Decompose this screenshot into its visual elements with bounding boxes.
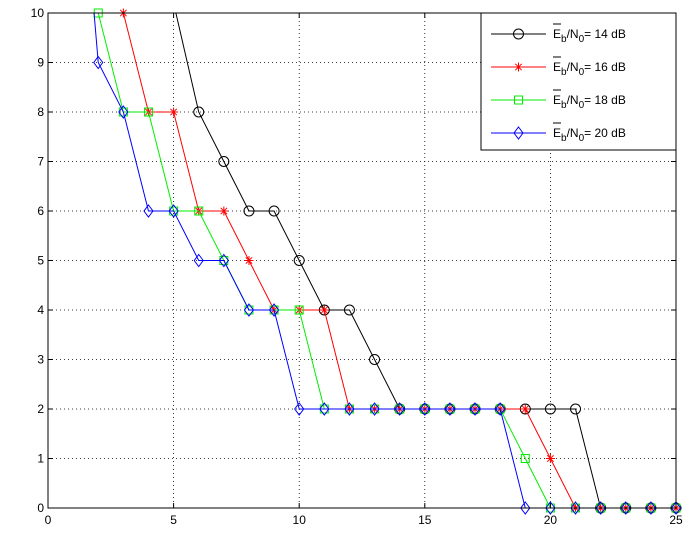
series-lines xyxy=(93,8,682,515)
data-point xyxy=(419,402,430,416)
y-tick-label: 4 xyxy=(37,303,44,317)
legend-entry: Eb/N0= 18 dB xyxy=(491,89,626,111)
data-point xyxy=(570,403,582,415)
data-point xyxy=(193,106,205,118)
data-point xyxy=(645,501,657,515)
data-point xyxy=(319,305,329,315)
y-tick-label: 9 xyxy=(37,56,44,70)
x-tick-label: 10 xyxy=(293,513,307,527)
data-point xyxy=(219,206,229,216)
y-tick-label: 10 xyxy=(31,6,45,20)
data-point xyxy=(444,402,456,416)
data-point xyxy=(545,454,555,463)
legend-label: Eb/N0= 20 dB xyxy=(553,126,626,144)
y-tick-label: 7 xyxy=(37,155,44,169)
series-line xyxy=(93,13,676,508)
y-tick-label: 1 xyxy=(37,452,44,466)
y-tick-label: 2 xyxy=(37,402,44,416)
y-tick-label: 6 xyxy=(37,204,44,218)
data-point xyxy=(143,204,154,218)
x-tick-label: 25 xyxy=(669,513,683,527)
y-tick-label: 3 xyxy=(37,353,44,367)
data-point xyxy=(620,501,631,515)
data-point xyxy=(670,501,682,515)
data-point xyxy=(319,402,330,416)
x-tick-label: 15 xyxy=(418,513,432,527)
data-point xyxy=(268,205,280,217)
data-point xyxy=(344,402,355,416)
data-point xyxy=(514,62,523,72)
data-point xyxy=(218,253,229,268)
legend-label: Eb/N0= 18 dB xyxy=(553,93,626,111)
data-point xyxy=(469,402,481,416)
data-point xyxy=(218,156,230,167)
data-point xyxy=(520,404,530,414)
x-tick-label: 5 xyxy=(170,513,177,527)
data-point xyxy=(143,107,153,117)
data-point xyxy=(268,303,280,317)
legend-label: Eb/N0= 14 dB xyxy=(553,27,626,45)
legend-entry: Eb/N0= 14 dB xyxy=(491,23,626,45)
data-point xyxy=(595,501,606,515)
data-point xyxy=(513,28,524,40)
data-point xyxy=(169,107,179,117)
data-point xyxy=(520,454,530,463)
data-point xyxy=(343,304,355,316)
legend-label: Eb/N0= 16 dB xyxy=(553,60,626,78)
series xyxy=(93,13,676,508)
axes: 0 5 10 15 20 25 0 1 2 3 4 5 6 7 8 9 10 xyxy=(31,6,683,527)
y-tick-label: 0 xyxy=(37,501,44,515)
data-point xyxy=(495,402,506,416)
series-markers xyxy=(93,55,682,515)
legend-entry: Eb/N0= 16 dB xyxy=(491,56,626,78)
data-point xyxy=(294,402,305,416)
data-point xyxy=(194,206,204,216)
legend: Eb/N0= 14 dB Eb/N0= 16 dB Eb/N0= 18 dB Eb/N… xyxy=(480,12,677,151)
data-point xyxy=(244,256,254,265)
data-point xyxy=(514,95,523,105)
data-point xyxy=(369,402,380,416)
data-point xyxy=(243,205,255,217)
x-tick-label: 0 xyxy=(45,513,52,527)
data-point xyxy=(118,105,129,119)
data-point xyxy=(513,126,524,140)
data-point xyxy=(520,501,531,515)
data-point xyxy=(545,501,556,515)
data-point xyxy=(294,305,304,315)
x-tick-label: 20 xyxy=(544,513,558,527)
data-point xyxy=(193,253,204,268)
data-point xyxy=(394,402,405,416)
legend-entry: Eb/N0= 20 dB xyxy=(491,122,626,144)
data-point xyxy=(293,255,305,266)
data-point xyxy=(570,501,581,515)
data-point xyxy=(168,204,179,218)
data-point xyxy=(544,403,556,415)
data-point xyxy=(93,55,104,70)
y-tick-label: 5 xyxy=(37,254,44,268)
y-tick-label: 8 xyxy=(37,105,44,119)
data-point xyxy=(243,303,255,317)
data-point xyxy=(369,354,381,365)
